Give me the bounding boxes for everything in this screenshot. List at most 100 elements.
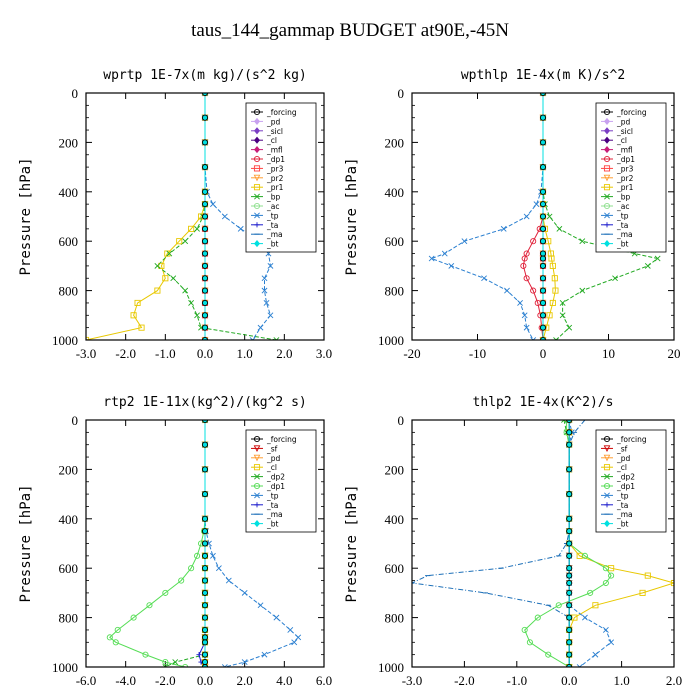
legend-marker <box>253 165 261 172</box>
data-point-forcing <box>566 626 573 634</box>
data-point-dp2 <box>162 664 169 667</box>
data-point-forcing <box>539 225 547 232</box>
data-point-forcing <box>201 275 209 282</box>
data-point-forcing <box>539 139 547 146</box>
data-point-bt <box>566 515 573 523</box>
data-point-tp <box>261 275 268 282</box>
data-point-tp <box>263 300 270 306</box>
x-tick-label: -3.0 <box>76 346 97 361</box>
data-point-bt <box>202 441 208 449</box>
data-point-bt <box>202 552 208 560</box>
legend-label: _sf <box>266 444 278 453</box>
data-point-bp <box>579 238 586 245</box>
data-point-bt <box>566 614 573 622</box>
chart-panel-1: wprtp 1E-7x(m kg)/(s^2 kg) Pressure [hPa]… <box>18 68 332 361</box>
data-point-forcing <box>566 528 573 535</box>
data-point-dp1 <box>146 602 153 609</box>
x-tick-label: -1.0 <box>507 673 528 688</box>
legend-marker <box>603 174 611 182</box>
data-point-forcing <box>539 324 547 331</box>
data-point-tp <box>533 201 540 208</box>
data-point-forcing <box>201 577 209 584</box>
data-point-bt <box>540 200 546 208</box>
data-point-pr1 <box>158 262 165 269</box>
legend-marker <box>254 136 260 144</box>
data-point-bp <box>559 312 566 319</box>
data-point-tp <box>267 262 274 269</box>
data-point-tp <box>257 602 264 609</box>
data-point-dp1 <box>521 255 528 262</box>
data-point-tp <box>221 213 228 220</box>
legend-marker <box>254 212 260 219</box>
data-point-bt <box>540 274 546 282</box>
y-tick-label: 600 <box>385 234 405 249</box>
series-group <box>86 93 280 340</box>
y-tick-label: 400 <box>385 512 405 527</box>
data-point-bt <box>566 638 573 646</box>
data-point-tp <box>428 255 435 262</box>
legend-label: _ac <box>616 202 629 211</box>
x-tick-label: 4.0 <box>276 673 292 688</box>
data-point-bt <box>202 200 208 208</box>
legend-marker <box>254 473 260 480</box>
data-point-bp <box>566 324 573 331</box>
data-point-dp2 <box>172 659 179 665</box>
legend-marker <box>253 435 261 443</box>
data-point-tp <box>504 287 510 294</box>
legend-label: _dp1 <box>616 482 635 491</box>
data-point-forcing <box>201 626 209 634</box>
legend-label: _bt <box>266 240 279 249</box>
panel-title: wprtp 1E-7x(m kg)/(s^2 kg) <box>103 68 307 83</box>
data-point-tp <box>210 201 216 208</box>
x-tick-label: -2.0 <box>115 346 136 361</box>
legend-label: _pr2 <box>616 174 634 183</box>
y-tick-label: 800 <box>59 284 79 299</box>
data-point-forcing <box>566 466 573 473</box>
y-tick-label: 1000 <box>52 333 78 348</box>
data-point-dp1 <box>194 552 201 559</box>
data-point-cl <box>592 602 599 609</box>
data-point-tp <box>210 552 216 559</box>
data-point-dp1 <box>162 589 169 596</box>
data-point-forcing <box>201 188 209 195</box>
data-point-tp <box>523 213 530 220</box>
data-point-tp <box>461 238 468 245</box>
legend-label: _dp1 <box>266 155 285 164</box>
y-tick-label: 200 <box>385 135 405 150</box>
y-tick-label: 0 <box>72 86 79 101</box>
data-point-forcing <box>539 213 547 220</box>
x-tick-label: -4.0 <box>115 673 136 688</box>
data-point-forcing <box>201 201 209 208</box>
data-point-bt <box>202 663 208 667</box>
data-point-bt <box>540 287 546 295</box>
data-point-bt <box>202 237 208 245</box>
data-point-tp <box>267 312 274 319</box>
x-tick-label: 2.0 <box>237 673 253 688</box>
legend-marker <box>604 136 610 144</box>
data-point-cl <box>670 579 674 587</box>
data-point-bt <box>540 254 546 263</box>
legend-label: _mfl <box>266 146 283 155</box>
data-point-bt <box>202 299 208 307</box>
data-point-tp <box>295 634 302 641</box>
data-point-bt <box>566 626 573 634</box>
data-point-bt <box>202 601 208 609</box>
data-point-bp <box>546 213 553 220</box>
data-point-forcing <box>566 572 573 579</box>
legend-label: _tp <box>616 211 629 220</box>
data-point-bt <box>540 336 546 340</box>
data-point-tp <box>257 324 264 331</box>
plot-frame <box>85 419 325 668</box>
y-tick-label: 800 <box>59 611 79 626</box>
legend-marker <box>254 502 260 508</box>
legend-marker <box>253 174 261 182</box>
legend-marker <box>604 492 610 499</box>
data-point-bt <box>566 651 573 659</box>
legend-marker <box>604 127 610 135</box>
legend-marker <box>253 108 261 116</box>
y-tick-label: 600 <box>385 561 405 576</box>
legend-marker <box>604 520 610 528</box>
data-point-bt <box>202 527 208 535</box>
data-point-tp <box>481 275 487 282</box>
